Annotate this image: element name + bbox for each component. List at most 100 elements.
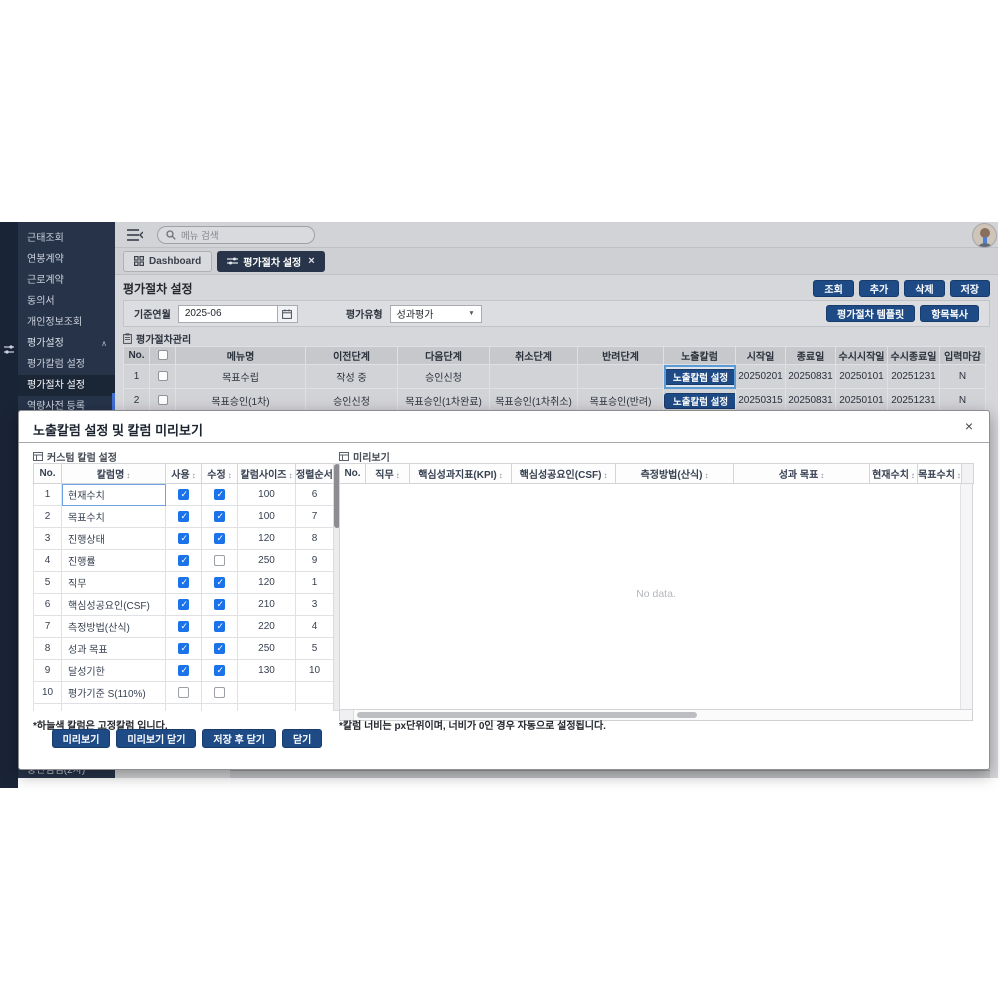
preview-button[interactable]: 미리보기 <box>51 729 111 748</box>
sidebar-collapse-icon[interactable] <box>127 228 143 242</box>
sidebar-item-labor-contract[interactable]: 근로계약 <box>27 275 64 286</box>
row-checkbox[interactable] <box>157 395 168 406</box>
cell-column-name[interactable]: 직무 <box>61 571 166 594</box>
close-preview-button[interactable]: 미리보기 닫기 <box>116 729 197 748</box>
sidebar-item-personal-info[interactable]: 개인정보조회 <box>27 317 83 328</box>
use-checkbox[interactable] <box>178 642 189 654</box>
cell-column-name[interactable]: 현재수치 <box>61 483 166 506</box>
edit-checkbox[interactable] <box>214 554 225 566</box>
user-avatar[interactable] <box>972 223 997 248</box>
search-button[interactable]: 조회 <box>813 279 854 297</box>
cell-sort-order[interactable]: 9 <box>295 549 333 572</box>
use-checkbox[interactable] <box>178 620 189 632</box>
cell-sort-order[interactable]: 3 <box>295 593 333 616</box>
cell-sort-order[interactable]: 8 <box>295 527 333 550</box>
cell-sort-order[interactable]: 4 <box>295 615 333 638</box>
preview-vertical-scrollbar[interactable] <box>960 484 972 709</box>
cell-column-name[interactable]: 성과 목표 <box>61 637 166 660</box>
cell-sort-order[interactable]: 1 <box>295 571 333 594</box>
use-checkbox[interactable] <box>178 686 189 698</box>
use-checkbox[interactable] <box>178 664 189 676</box>
select-all-checkbox[interactable] <box>157 350 168 361</box>
use-checkbox[interactable] <box>178 532 189 544</box>
edit-checkbox[interactable] <box>214 576 225 588</box>
cell-column-size[interactable]: 120 <box>237 571 296 594</box>
cell-column-size[interactable]: 210 <box>237 593 296 616</box>
cell-column-name[interactable]: 측정방법(산식) <box>61 615 166 638</box>
sidebar-scrollbar-thumb[interactable] <box>112 393 115 410</box>
tab-close-icon[interactable]: × <box>308 255 315 267</box>
use-checkbox[interactable] <box>178 554 189 566</box>
cell-column-name[interactable]: 핵심성공요인(CSF) <box>61 593 166 616</box>
edit-checkbox[interactable] <box>214 510 225 522</box>
sidebar-item-consent[interactable]: 동의서 <box>27 296 55 307</box>
close-button[interactable]: 닫기 <box>281 729 323 748</box>
col-measure-method[interactable]: 측정방법(산식) ↕ <box>615 463 734 484</box>
cell-column-size[interactable]: 250 <box>237 549 296 572</box>
expose-column-settings-button[interactable]: 노출칼럼 설정 <box>664 368 735 385</box>
col-csf[interactable]: 핵심성공요인(CSF) ↕ <box>511 463 616 484</box>
close-icon[interactable]: × <box>964 418 973 434</box>
row-checkbox[interactable] <box>157 371 168 382</box>
menu-search-input[interactable]: 메뉴 검색 <box>157 225 315 244</box>
cell-column-size[interactable]: 120 <box>237 527 296 550</box>
expose-column-settings-button[interactable]: 노출칼럼 설정 <box>664 392 735 409</box>
copy-items-button[interactable]: 항목복사 <box>920 305 979 322</box>
col-kpi[interactable]: 핵심성과지표(KPI) ↕ <box>409 463 512 484</box>
sidebar-item-competency-dictionary[interactable]: 역량사전 등록 <box>27 401 85 412</box>
col-sort-order[interactable]: 정렬순서↕ <box>295 463 333 484</box>
sidebar-item-eval-column-settings[interactable]: 평가칼럼 설정 <box>27 359 85 370</box>
cell-column-name[interactable]: 진행상태 <box>61 527 166 550</box>
cell-column-size[interactable]: 220 <box>237 615 296 638</box>
sidebar-item-eval-procedure-settings[interactable]: 평가절차 설정 <box>18 375 115 396</box>
cell-column-size[interactable]: 100 <box>237 483 296 506</box>
calendar-button[interactable] <box>277 304 298 323</box>
save-and-close-button[interactable]: 저장 후 닫기 <box>202 729 276 748</box>
main-horizontal-scrollbar[interactable] <box>230 770 990 778</box>
cell-column-size[interactable] <box>237 681 296 704</box>
use-checkbox[interactable] <box>178 576 189 588</box>
cell-column-size[interactable]: 250 <box>237 637 296 660</box>
col-current-value[interactable]: 현재수치 ↕ <box>869 463 918 484</box>
col-target-value[interactable]: 목표수치 ↕ <box>917 463 962 484</box>
col-performance-goal[interactable]: 성과 목표 ↕ <box>733 463 870 484</box>
add-button[interactable]: 추가 <box>858 279 900 297</box>
cell-column-name[interactable]: 진행률 <box>61 549 166 572</box>
cell-sort-order[interactable]: 5 <box>295 637 333 660</box>
cell-column-size[interactable]: 100 <box>237 505 296 528</box>
sidebar-item-salary-contract[interactable]: 연봉계약 <box>27 254 64 265</box>
edit-checkbox[interactable] <box>214 532 225 544</box>
scrollbar-track[interactable] <box>354 710 972 720</box>
use-checkbox[interactable] <box>178 510 189 522</box>
edit-checkbox[interactable] <box>214 620 225 632</box>
procedure-template-button[interactable]: 평가절차 템플릿 <box>826 305 916 322</box>
cell-column-name[interactable]: 달성기한 <box>61 659 166 682</box>
delete-button[interactable]: 삭제 <box>904 279 945 297</box>
col-column-size[interactable]: 칼럼사이즈 ↕ <box>237 463 296 484</box>
use-checkbox[interactable] <box>178 598 189 610</box>
edit-checkbox[interactable] <box>214 598 225 610</box>
scrollbar-thumb[interactable] <box>357 712 697 718</box>
eval-type-select[interactable]: 성과평가 ▼ <box>389 304 482 323</box>
save-button[interactable]: 저장 <box>949 279 990 297</box>
cell-sort-order[interactable] <box>295 681 333 704</box>
preview-horizontal-scrollbar[interactable] <box>339 710 973 721</box>
edit-checkbox[interactable] <box>214 686 225 698</box>
cell-column-name[interactable]: 목표수치 <box>61 505 166 528</box>
cell-column-name[interactable]: 평가기준 S(110%) <box>61 681 166 704</box>
sidebar-item-attendance[interactable]: 근태조회 <box>27 233 64 244</box>
scrollbar-thumb[interactable] <box>334 464 340 528</box>
cell-sort-order[interactable]: 6 <box>295 483 333 506</box>
use-checkbox[interactable] <box>178 488 189 500</box>
edit-checkbox[interactable] <box>214 642 225 654</box>
edit-checkbox[interactable] <box>214 664 225 676</box>
col-use[interactable]: 사용 ↕ <box>165 463 202 484</box>
edit-checkbox[interactable] <box>214 488 225 500</box>
sidebar-group-eval-settings[interactable]: 평가설정 ∧ <box>18 333 115 354</box>
col-job[interactable]: 직무 ↕ <box>365 463 410 484</box>
tab-eval-procedure-settings[interactable]: 평가절차 설정 × <box>217 250 325 272</box>
base-month-input[interactable]: 2025-06 <box>177 304 278 323</box>
col-edit[interactable]: 수정 ↕ <box>201 463 238 484</box>
cell-sort-order[interactable]: 10 <box>295 659 333 682</box>
col-column-name[interactable]: 칼럼명 ↕ <box>61 463 166 484</box>
